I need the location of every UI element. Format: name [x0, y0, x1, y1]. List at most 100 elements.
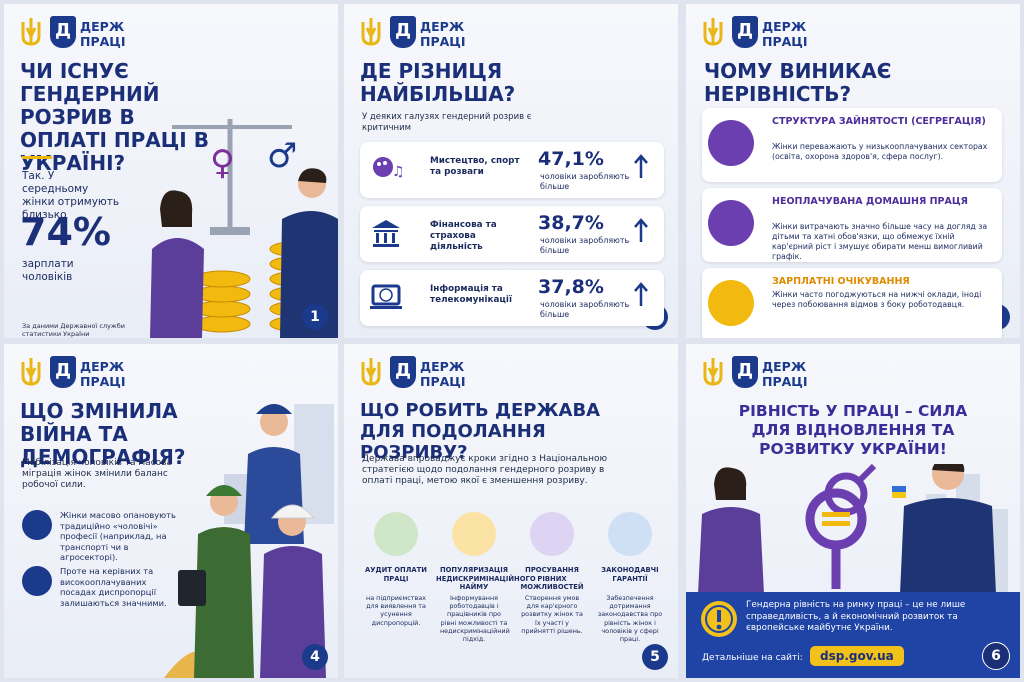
stat-value: 47,1%: [538, 148, 604, 170]
brand: ДЕРЖ ПРАЦІ: [420, 359, 466, 389]
logo: Д ДЕРЖ ПРАЦІ: [18, 356, 168, 392]
brand-line: ПРАЦІ: [762, 374, 808, 389]
title: ЧИ ІСНУЄ ГЕНДЕРНИЙ РОЗРИВ В ОПЛАТІ ПРАЦІ…: [20, 59, 209, 175]
page-number: 5: [642, 644, 668, 670]
title: ЩО ЗМІНИЛА ВІЙНА ТА ДЕМОГРАФІЯ?: [20, 399, 186, 469]
figure-note: зарплати чоловіків: [22, 258, 74, 283]
reason-text: Жінки витрачають значно більше часу на д…: [772, 222, 988, 261]
brand-line: ПРАЦІ: [420, 374, 466, 389]
stat-icon: [368, 280, 408, 320]
logo-mark: Д: [732, 356, 758, 388]
reason-heading: СТРУКТУРА ЗАЙНЯТОСТІ (СЕГРЕГАЦІЯ): [772, 116, 986, 127]
title: ЩО РОБИТЬ ДЕРЖАВА ДЛЯ ПОДОЛАННЯ РОЗРИВУ?: [360, 400, 601, 463]
stat-card: [360, 206, 664, 262]
stat-card: [360, 270, 664, 326]
title: ЧОМУ ВИНИКАЄ НЕРІВНІСТЬ?: [704, 59, 892, 106]
logo: Д ДЕРЖ ПРАЦІ: [18, 16, 168, 52]
brand-line: ДЕРЖ: [80, 359, 125, 374]
reason-icon: [708, 120, 754, 166]
reason-heading: ЗАРПЛАТНІ ОЧІКУВАННЯ: [772, 276, 910, 287]
measure-heading: ПРОСУВАННЯ РІВНИХ МОЖЛИВОСТЕЙ: [520, 566, 584, 591]
brand: ДЕРЖ ПРАЦІ: [80, 19, 126, 49]
svg-text:♫: ♫: [392, 164, 405, 180]
title: РІВНІСТЬ У ПРАЦІ – СИЛА ДЛЯ ВІДНОВЛЕННЯ …: [738, 402, 968, 458]
illustration: [164, 404, 334, 678]
brand-line: ДЕРЖ: [420, 359, 465, 374]
note: Гендерна рівність на ринку праці – це не…: [746, 600, 966, 633]
item-icon: [22, 566, 52, 596]
logo: Д ДЕРЖ ПРАЦІ: [358, 356, 508, 392]
logo-mark: Д: [732, 16, 758, 48]
stat-note: чоловіки заробляють більше: [540, 300, 630, 319]
stat-icon: ♫: [368, 152, 408, 192]
more-label: Детальніше на сайті:: [702, 653, 803, 663]
stat-label: Мистецтво, спорт та розваги: [430, 156, 520, 177]
reason-text: Жінки переважають у низькооплачуваних се…: [772, 142, 988, 161]
arrow-up: [634, 218, 648, 248]
item-text: Жінки масово опановують традиційно «чоло…: [60, 510, 176, 562]
measure-text: на підприємствах для виявлення та усунен…: [366, 594, 426, 627]
measure-heading: ЗАКОНОДАВЧІ ГАРАНТІЇ: [601, 566, 659, 583]
measure-text: Забезпечення дотримання законодавства пр…: [597, 594, 663, 644]
measure-text: Інформування роботодавців і працівників …: [440, 594, 510, 644]
svg-text:♀: ♀: [210, 143, 235, 183]
stat-card: [360, 142, 664, 198]
measure-icon: [608, 512, 652, 556]
page-number: 6: [982, 642, 1010, 670]
figure: 74%: [20, 210, 111, 254]
panel-1: Д ДЕРЖ ПРАЦІ ЧИ ІСНУЄ ГЕНДЕРНИЙ РОЗРИВ В …: [4, 4, 338, 338]
trident: [21, 18, 41, 46]
logo-mark: Д: [50, 16, 76, 48]
intro: Держава впроваджує кроки згідно з Націон…: [362, 454, 608, 486]
illustration: ♀ ♂: [150, 119, 338, 338]
stat-label: Інформація та телекомунікації: [430, 284, 512, 305]
measure-heading: АУДИТ ОПЛАТИ ПРАЦІ: [365, 566, 427, 583]
brand: ДЕРЖ ПРАЦІ: [80, 359, 126, 389]
brand-line: ПРАЦІ: [80, 34, 126, 49]
logo-mark: Д: [390, 16, 416, 48]
brand-line: ДЕРЖ: [762, 359, 807, 374]
arrow-up: [634, 282, 648, 312]
logo: Д ДЕРЖ ПРАЦІ: [358, 16, 508, 52]
stat-label: Фінансова та страхова діяльність: [430, 220, 497, 252]
brand-line: ДЕРЖ: [762, 19, 807, 34]
reason-icon: [708, 200, 754, 246]
page-number: 1: [302, 304, 328, 330]
stat-note: чоловіки заробляють більше: [540, 172, 630, 191]
source: За даними Державної служби статистики Ук…: [22, 322, 125, 338]
brand-line: ПРАЦІ: [80, 374, 126, 389]
logo: Д ДЕРЖ ПРАЦІ: [700, 356, 850, 392]
stat-icon: [368, 216, 408, 256]
arrow-up: [634, 154, 648, 184]
reason-heading: НЕОПЛАЧУВАНА ДОМАШНЯ ПРАЦЯ: [772, 196, 968, 207]
brand: ДЕРЖ ПРАЦІ: [762, 359, 808, 389]
title: ДЕ РІЗНИЦЯ НАЙБІЛЬША?: [360, 59, 516, 106]
brand: ДЕРЖ ПРАЦІ: [420, 19, 466, 49]
brand-line: ДЕРЖ: [420, 19, 465, 34]
brand-line: ДЕРЖ: [80, 19, 125, 34]
accent: [22, 156, 52, 159]
illustration: [698, 464, 1008, 594]
subtitle: У деяких галузях гендерний розрив є крит…: [362, 112, 532, 133]
stat-note: чоловіки заробляють більше: [540, 236, 630, 255]
brand-line: ПРАЦІ: [420, 34, 466, 49]
reason-icon: [708, 280, 754, 326]
site-link[interactable]: dsp.gov.ua: [810, 646, 904, 666]
trident: [703, 18, 723, 46]
item-text: Проте на керівних та високооплачуваних п…: [60, 566, 167, 608]
logo-mark: Д: [390, 356, 416, 388]
stat-value: 37,8%: [538, 276, 604, 298]
lead: Так. У середньому жінки отримують близьк…: [22, 170, 120, 221]
brand-line: ПРАЦІ: [762, 34, 808, 49]
measure-text: Створення умов для кар'єрного розвитку ж…: [521, 594, 583, 635]
page-number: 4: [302, 644, 328, 670]
item-icon: [22, 510, 52, 540]
alert-icon: [701, 601, 737, 637]
panel-4: Д ДЕРЖ ПРАЦІ ЩО ЗМІНИЛА ВІЙНА ТА ДЕМОГРАФ…: [4, 344, 338, 678]
trident: [361, 18, 381, 46]
logo-mark: Д: [50, 356, 76, 388]
panel-2: Д ДЕРЖ ПРАЦІ ДЕ РІЗНИЦЯ НАЙБІЛЬША? У деяк…: [344, 4, 678, 338]
trident: [703, 358, 723, 386]
